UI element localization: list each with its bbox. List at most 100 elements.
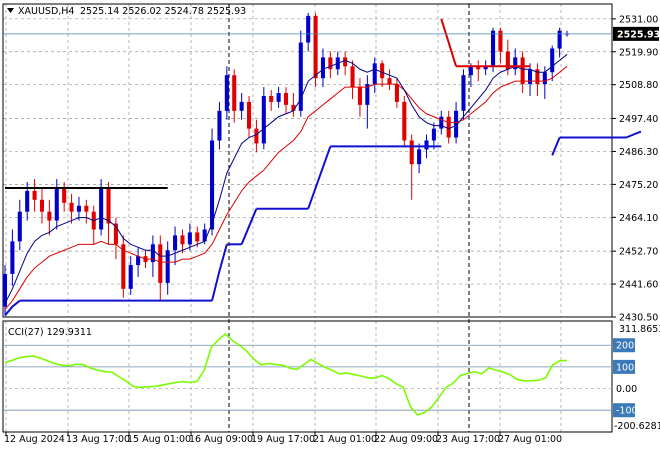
candle-body bbox=[446, 116, 451, 138]
candle-body bbox=[239, 101, 244, 111]
candle-body bbox=[62, 187, 67, 203]
cci-level-label: 0.00 bbox=[616, 384, 637, 395]
symbol-header: XAUUSD,H4 2525.14 2526.02 2524.78 2525.9… bbox=[7, 6, 246, 17]
price-tick-label: 2519.90 bbox=[619, 47, 658, 58]
candle-body bbox=[476, 66, 481, 70]
time-tick-label: 23 Aug 17:00 bbox=[436, 434, 500, 445]
support-stop-line bbox=[551, 137, 561, 156]
price-tick-label: 2441.60 bbox=[619, 280, 658, 291]
candle-body bbox=[409, 140, 414, 165]
candle-body bbox=[454, 110, 459, 138]
price-tag-label: 2525.93 bbox=[617, 29, 660, 40]
time-tick-label: 21 Aug 01:00 bbox=[313, 434, 377, 445]
candle-body bbox=[261, 95, 266, 144]
cci-level-tag bbox=[613, 338, 635, 353]
resistance-stop-line bbox=[440, 18, 458, 67]
fast-moving-average-line bbox=[4, 54, 568, 304]
candle-body bbox=[505, 51, 510, 70]
candle-body bbox=[387, 78, 392, 85]
support-stop-line bbox=[240, 208, 258, 245]
support-stop-line bbox=[625, 130, 642, 139]
candle-body bbox=[298, 42, 303, 111]
time-tick-label: 22 Aug 09:00 bbox=[374, 434, 438, 445]
candle-body bbox=[483, 66, 488, 70]
candle-body bbox=[39, 199, 45, 212]
candle-body bbox=[254, 128, 259, 144]
candle-body bbox=[320, 57, 326, 79]
price-axis: 2531.00 2519.90 2508.80 2497.40 2486.30 2475.… bbox=[612, 14, 660, 324]
cci-panel bbox=[2, 320, 613, 433]
price-tick-label: 2464.10 bbox=[619, 213, 658, 224]
candle-body bbox=[224, 75, 229, 111]
candle-body bbox=[210, 140, 215, 230]
candle-body bbox=[535, 69, 540, 85]
cci-level-label: -100 bbox=[616, 406, 638, 417]
cci-levels bbox=[3, 344, 612, 411]
candle-body bbox=[47, 211, 52, 221]
candle-body bbox=[276, 93, 281, 102]
price-tick-label: 2452.70 bbox=[619, 247, 658, 258]
support-stop-line bbox=[4, 299, 21, 317]
cci-level-label: 200 bbox=[616, 341, 634, 352]
candle-body bbox=[550, 48, 555, 73]
candle-body bbox=[202, 229, 207, 242]
dropdown-triangle-icon[interactable] bbox=[7, 8, 14, 13]
price-tick-label: 2475.20 bbox=[619, 180, 658, 191]
candle-body bbox=[17, 211, 22, 242]
cci-header: CCI(27) 129.9311 bbox=[8, 327, 92, 338]
support-stop-line bbox=[211, 244, 228, 301]
candle-body bbox=[84, 205, 89, 212]
candle-body bbox=[99, 187, 104, 230]
price-tick-label: 2430.50 bbox=[619, 313, 658, 324]
candle-body bbox=[424, 140, 429, 150]
candle-body bbox=[520, 57, 525, 85]
candle-body bbox=[232, 75, 237, 111]
time-tick-label: 19 Aug 17:00 bbox=[251, 434, 315, 445]
time-tick-label: 13 Aug 17:00 bbox=[66, 434, 130, 445]
candle-body bbox=[25, 190, 30, 212]
time-tick-label: 12 Aug 2024 bbox=[4, 434, 65, 445]
candle-body bbox=[527, 69, 533, 85]
price-tick-label: 2508.80 bbox=[619, 80, 658, 91]
candle-body bbox=[372, 63, 377, 85]
support-stop-line bbox=[307, 146, 332, 210]
candle-body bbox=[417, 149, 422, 165]
candle-body bbox=[32, 190, 37, 200]
candle-body bbox=[394, 84, 399, 102]
candle-body bbox=[542, 72, 547, 85]
candle-body bbox=[439, 116, 444, 129]
candle-body bbox=[468, 66, 473, 76]
candle-body bbox=[402, 101, 407, 141]
candle-body bbox=[343, 57, 348, 67]
candle-body bbox=[513, 57, 518, 70]
candle-body bbox=[165, 250, 170, 283]
candle-body bbox=[128, 265, 133, 289]
cci-axis: 200 100 0.00 -100 311.8653 -200.6281 bbox=[613, 324, 660, 432]
candle-body bbox=[306, 15, 311, 43]
time-tick-label: 16 Aug 09:00 bbox=[189, 434, 253, 445]
candle-body bbox=[291, 104, 296, 111]
candle-body bbox=[246, 101, 252, 129]
candle-body bbox=[557, 30, 562, 49]
cci-axis-top: 311.8653 bbox=[619, 324, 660, 335]
cci-axis-bottom: -200.6281 bbox=[614, 421, 660, 432]
candle-body bbox=[150, 244, 155, 263]
candle-body bbox=[187, 232, 192, 245]
candle-body bbox=[380, 63, 385, 79]
candle-body bbox=[283, 93, 289, 105]
candle-body bbox=[69, 202, 74, 212]
candle-body bbox=[173, 235, 178, 251]
candle-body bbox=[357, 87, 362, 105]
candle-body bbox=[313, 15, 318, 79]
candle-body bbox=[54, 187, 59, 221]
slow-moving-average-line bbox=[4, 65, 568, 310]
candle-body bbox=[461, 75, 466, 111]
candle-body bbox=[350, 66, 355, 88]
candle-body bbox=[365, 84, 370, 105]
price-tick-label: 2486.30 bbox=[619, 147, 658, 158]
price-tag-box bbox=[613, 26, 659, 41]
candle-body bbox=[10, 241, 15, 274]
candle-body bbox=[180, 235, 185, 245]
